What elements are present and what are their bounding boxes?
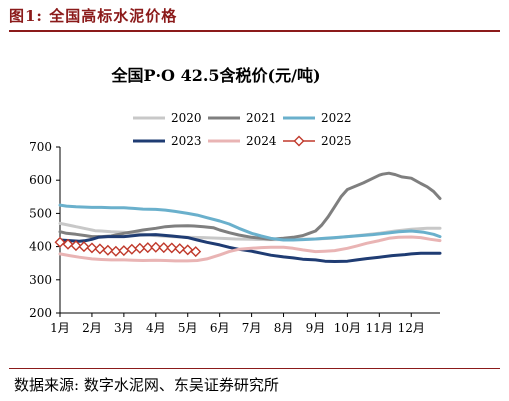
y-tick-label: 300: [29, 273, 52, 287]
series-2022: [58, 203, 442, 242]
legend-item-2022: 2022: [283, 111, 352, 125]
source-note: 数据来源: 数字水泥网、东吴证券研究所: [14, 376, 279, 394]
series-point-2025: [150, 241, 162, 253]
series-point-2025: [174, 243, 186, 255]
x-tick-label: 11月: [366, 321, 393, 335]
series-point-2025: [190, 246, 202, 258]
series-point-2025: [70, 240, 82, 252]
x-tick-label: 7月: [242, 321, 262, 335]
legend-item-2024: 2024: [208, 134, 277, 148]
legend-label-2022: 2022: [321, 111, 352, 125]
x-tick-label: 12月: [398, 321, 425, 335]
series-point-2025: [142, 242, 154, 254]
series-point-2025: [94, 243, 106, 255]
y-tick-label: 600: [29, 173, 52, 187]
figure-label: 图1: 全国高标水泥价格: [9, 7, 178, 25]
x-tick-label: 6月: [210, 321, 230, 335]
y-tick-label: 400: [29, 240, 52, 254]
legend-item-2025: 2025: [283, 134, 352, 148]
legend-label-2020: 2020: [171, 111, 202, 125]
top-rule: [9, 30, 500, 32]
series-line-2021: [58, 171, 442, 241]
series-point-2025: [102, 244, 114, 256]
series-point-2025: [54, 236, 66, 248]
x-tick-label: 9月: [306, 321, 326, 335]
series-point-2025: [158, 242, 170, 254]
series-point-2025: [86, 242, 98, 254]
x-tick-label: 2月: [82, 321, 102, 335]
bottom-rule: [9, 368, 500, 369]
series-point-2025: [126, 243, 138, 255]
series-point-2025: [110, 245, 122, 257]
legend: 2020 2021 2022 2023 2024 2025: [133, 111, 352, 148]
legend-item-2021: 2021: [208, 111, 277, 125]
legend-item-2020: 2020: [133, 111, 202, 125]
legend-marker-2025: [293, 135, 305, 147]
series-line-2022: [58, 203, 442, 242]
series-point-2025: [134, 242, 146, 254]
series-point-2025: [62, 238, 74, 250]
legend-label-2021: 2021: [246, 111, 277, 125]
x-tick-label: 3月: [114, 321, 134, 335]
series-point-2025: [166, 242, 178, 254]
legend-label-2025: 2025: [321, 134, 352, 148]
y-tick-label: 200: [29, 306, 52, 320]
series-2024: [58, 235, 442, 263]
series-point-2025: [182, 244, 194, 256]
legend-label-2023: 2023: [171, 134, 202, 148]
series-point-2025: [78, 241, 90, 253]
series-layer: [54, 171, 442, 263]
x-tick-label: 4月: [146, 321, 166, 335]
x-tick-label: 5月: [178, 321, 198, 335]
chart-title: 全国P·O 42.5含税价(元/吨): [110, 66, 320, 85]
legend-label-2024: 2024: [246, 134, 277, 148]
series-point-2025: [118, 245, 130, 257]
y-tick-label: 500: [29, 206, 52, 220]
x-tick-label: 1月: [50, 321, 70, 335]
x-tick-label: 10月: [334, 321, 361, 335]
x-tick-label: 8月: [274, 321, 294, 335]
series-2025: [54, 236, 202, 258]
y-tick-label: 700: [29, 140, 52, 154]
axes: 200 300 400 500 600 700 1月 2月 3月 4月 5月 6月 7月 8月 9月 10月 1…: [29, 140, 440, 335]
series-2021: [58, 171, 442, 241]
legend-item-2023: 2023: [133, 134, 202, 148]
series-line-2024: [58, 235, 442, 263]
